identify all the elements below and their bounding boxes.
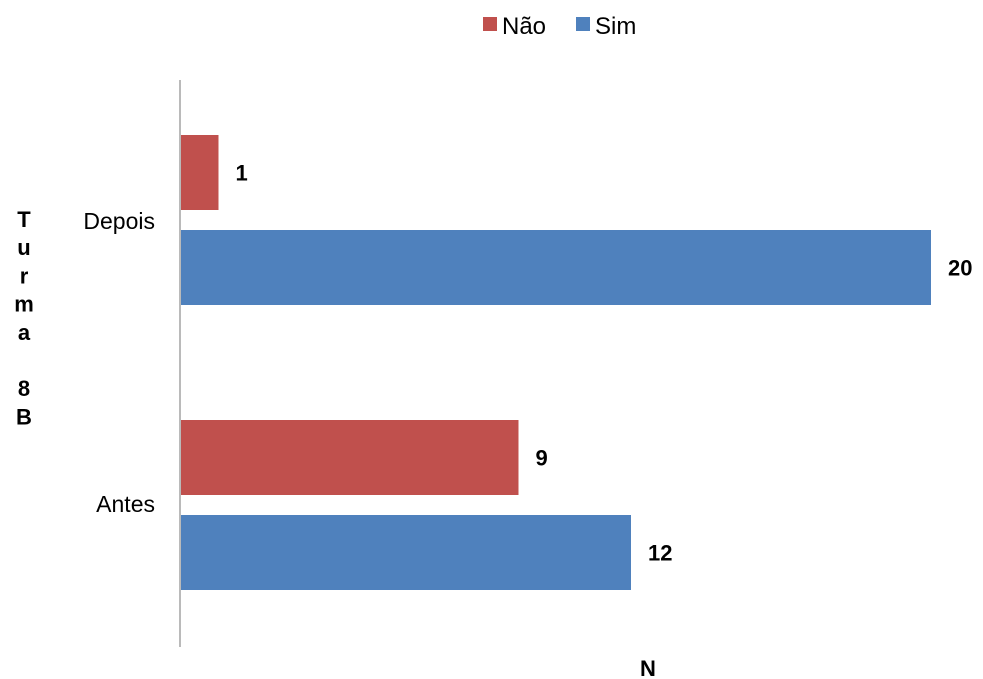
y-axis-title-char: 8 — [18, 376, 30, 401]
y-axis-title-char: a — [18, 320, 31, 345]
legend-swatch-sim — [576, 17, 590, 31]
category-label-antes: Antes — [96, 491, 155, 517]
legend-label-sim: Sim — [595, 13, 636, 40]
category-label-depois: Depois — [83, 208, 155, 234]
legend-swatch-nao — [483, 17, 497, 31]
y-axis-title-char: B — [16, 404, 32, 429]
bar-antes-nao — [181, 420, 519, 495]
legend: Não Sim — [483, 13, 636, 40]
data-label-antes-nao: 9 — [536, 446, 548, 471]
legend-label-nao: Não — [502, 13, 546, 40]
x-axis-title: N — [640, 656, 656, 679]
y-axis-title-char: u — [17, 235, 30, 260]
bar-depois-nao — [181, 135, 219, 210]
y-axis-title-char: T — [17, 207, 31, 232]
y-axis-title-char: m — [14, 292, 34, 317]
data-label-depois-sim: 20 — [948, 256, 972, 281]
bar-antes-sim — [181, 515, 631, 590]
data-label-antes-sim: 12 — [648, 541, 672, 566]
bars-group — [181, 135, 931, 590]
y-axis-title-char: r — [20, 263, 29, 288]
data-label-depois-nao: 1 — [236, 161, 248, 186]
data-labels-group: 1 20 9 12 — [236, 161, 973, 566]
bar-depois-sim — [181, 230, 931, 305]
